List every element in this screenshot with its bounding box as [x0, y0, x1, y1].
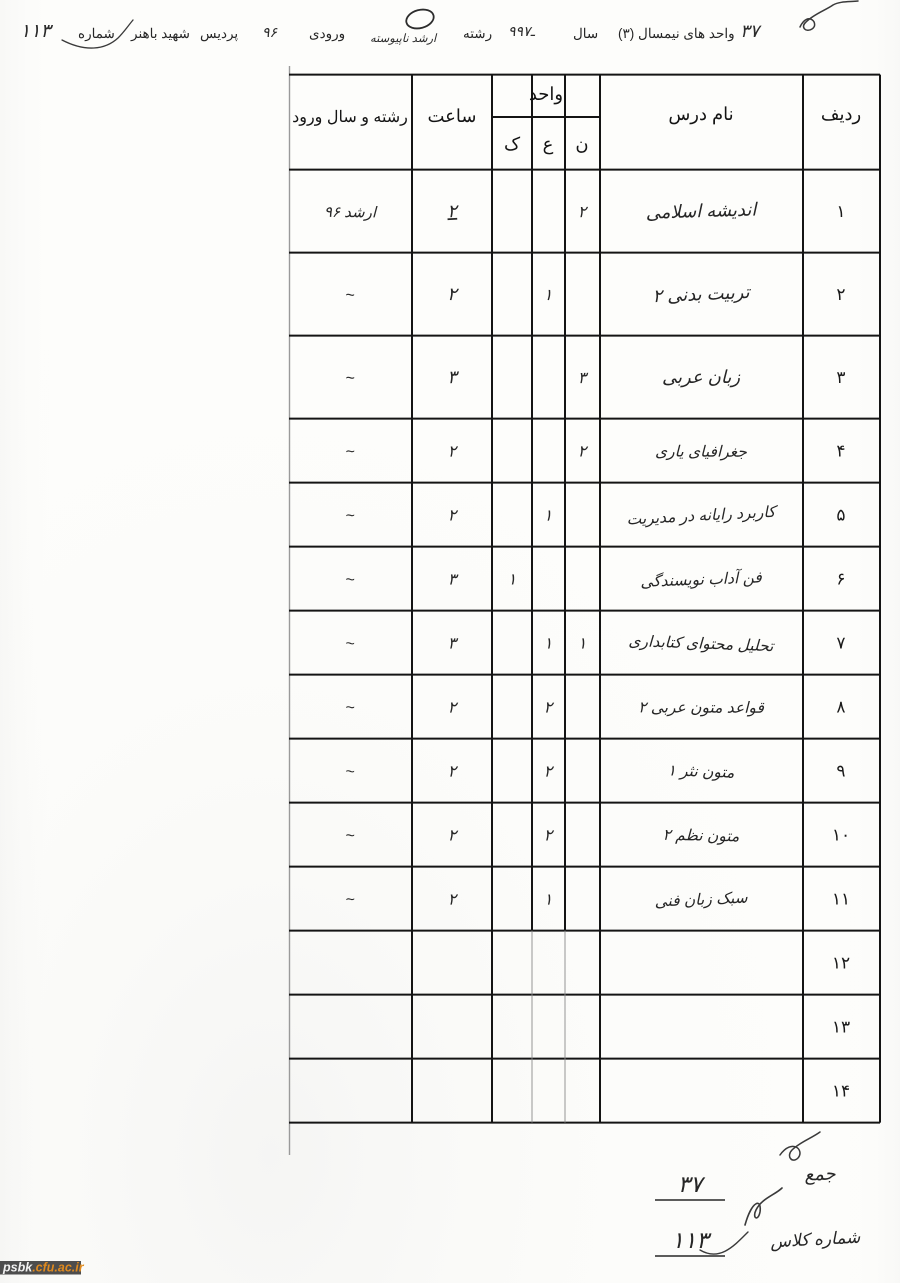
svg-text:~: ~ [345, 443, 355, 460]
svg-text:~: ~ [345, 287, 355, 304]
svg-text:۹: ۹ [836, 762, 845, 781]
svg-text:قواعد متون عربی ۲: قواعد متون عربی ۲ [638, 699, 764, 716]
svg-text:واحد: واحد [529, 84, 563, 105]
svg-text:~: ~ [345, 828, 355, 845]
svg-text:~: ~ [345, 571, 355, 588]
svg-text:رشته: رشته [463, 26, 492, 42]
svg-text:ک: ک [504, 134, 521, 154]
svg-text:۹ـ۹۷: ۹ـ۹۷ [508, 23, 536, 39]
svg-text:ارشد ۹۶: ارشد ۹۶ [324, 204, 378, 222]
svg-text:شهید باهنر: شهید باهنر [130, 26, 190, 42]
svg-text:۱: ۱ [836, 202, 845, 221]
svg-text:شماره: شماره [78, 26, 115, 42]
svg-text:ن: ن [575, 134, 588, 154]
svg-text:~: ~ [345, 370, 354, 387]
svg-text:~: ~ [345, 635, 355, 652]
svg-text:۶: ۶ [836, 570, 845, 589]
svg-text:۱۱: ۱۱ [832, 890, 850, 909]
svg-text:ساعت: ساعت [428, 106, 477, 126]
svg-text:~: ~ [345, 891, 355, 908]
svg-text:سال: سال [573, 26, 598, 41]
svg-text:psbk.cfu.ac.ir: psbk.cfu.ac.ir [2, 1261, 85, 1275]
svg-text:۱۳: ۱۳ [832, 1018, 850, 1037]
svg-text:۳۷: ۳۷ [740, 21, 762, 41]
svg-text:۳: ۳ [836, 368, 845, 387]
svg-text:رشته و سال ورود: رشته و سال ورود [292, 109, 408, 126]
svg-text:متون نثر ۱: متون نثر ۱ [667, 762, 734, 781]
svg-text:ارشد ناپیوسته: ارشد ناپیوسته [370, 33, 438, 45]
svg-text:پردیس: پردیس [200, 26, 238, 42]
svg-text:۱: ۱ [543, 287, 552, 304]
svg-text:۱: ۱ [544, 892, 553, 909]
svg-text:ردیف: ردیف [821, 104, 861, 125]
svg-text:ع: ع [543, 134, 554, 155]
svg-text:۵: ۵ [836, 506, 845, 525]
svg-text:جمع: جمع [804, 1163, 837, 1185]
svg-text:~: ~ [345, 700, 355, 717]
svg-text:۱: ۱ [508, 572, 517, 589]
svg-text:۷: ۷ [836, 634, 845, 653]
svg-text:۱: ۱ [543, 507, 552, 524]
svg-text:۴: ۴ [836, 442, 845, 461]
svg-text:۱۱۳: ۱۱۳ [671, 1227, 712, 1253]
svg-text:واحد های نیمسال (۳): واحد های نیمسال (۳) [618, 26, 735, 42]
svg-text:۳۷: ۳۷ [678, 1171, 706, 1197]
svg-text:جغرافیای یاری: جغرافیای یاری [655, 443, 747, 460]
svg-text:۹۶: ۹۶ [262, 24, 279, 40]
svg-text:اندیشه اسلامی: اندیشه اسلامی [645, 199, 758, 222]
svg-text:۱۰: ۱۰ [832, 826, 850, 845]
svg-text:۲: ۲ [836, 285, 845, 304]
svg-text:۱۲: ۱۲ [832, 954, 850, 973]
svg-text:۱۴: ۱۴ [832, 1082, 850, 1101]
svg-text:متون نظم ۲: متون نظم ۲ [662, 827, 739, 846]
svg-text:~: ~ [345, 507, 355, 524]
svg-text:~: ~ [345, 763, 355, 780]
svg-text:۱۱۳: ۱۱۳ [20, 21, 53, 42]
svg-text:نام درس: نام درس [668, 104, 733, 125]
svg-text:۱: ۱ [577, 635, 586, 652]
svg-text:زبان عربی: زبان عربی [662, 367, 740, 388]
svg-text:ورودی: ورودی [309, 26, 345, 42]
svg-text:۸: ۸ [836, 698, 845, 717]
svg-text:۱: ۱ [543, 635, 552, 652]
